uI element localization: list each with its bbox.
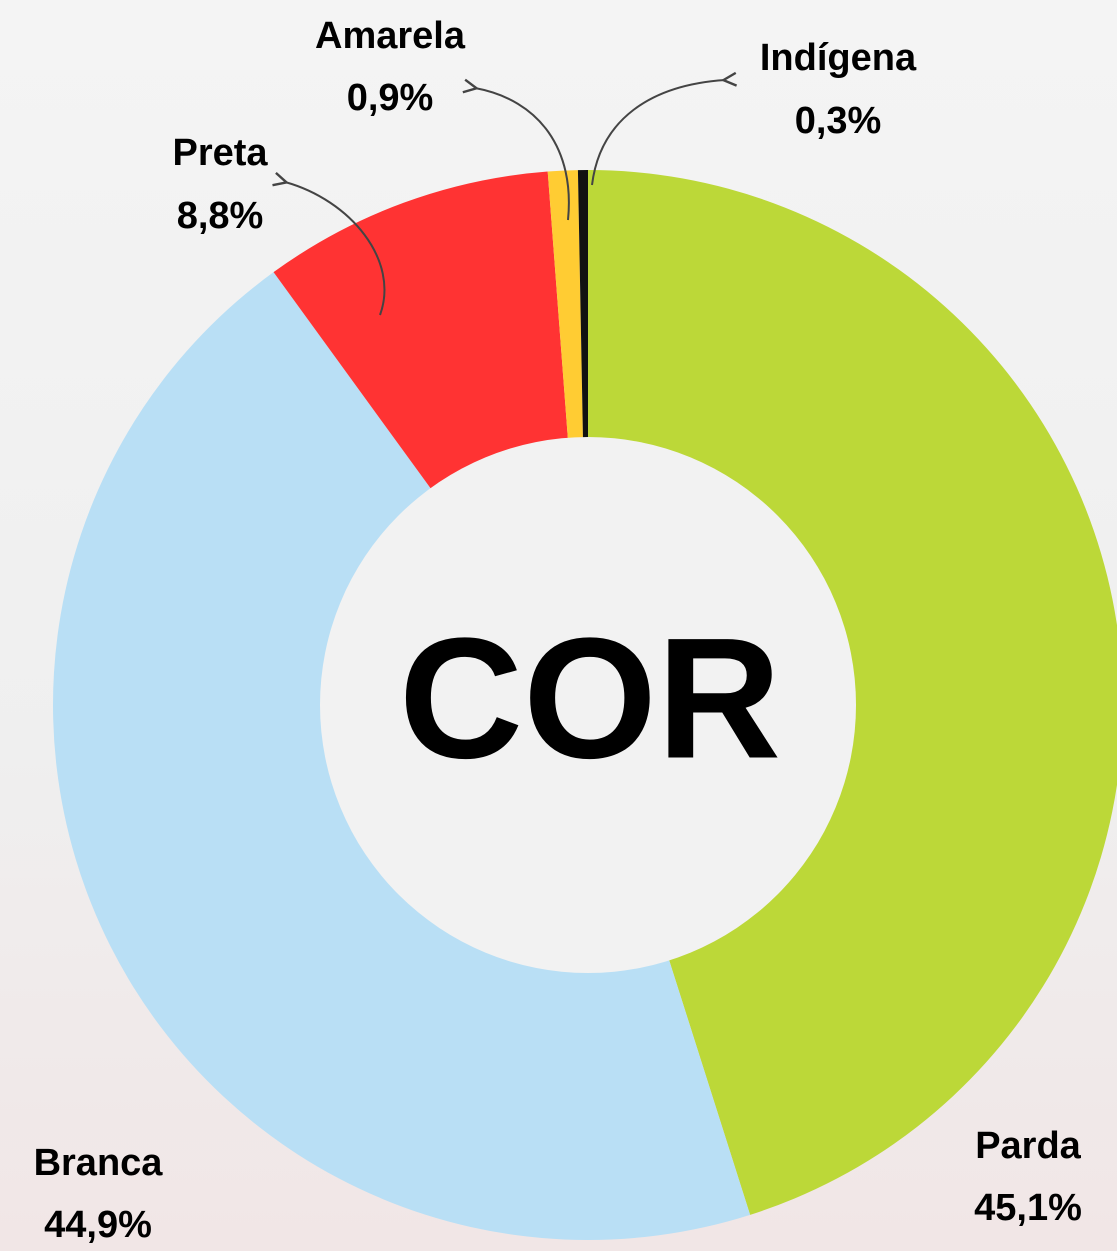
category-label: Amarela — [315, 15, 466, 57]
value-label: 45,1% — [974, 1187, 1082, 1229]
category-label: Parda — [975, 1125, 1081, 1167]
value-label: 0,3% — [795, 100, 882, 142]
value-label: 0,9% — [347, 77, 434, 119]
value-label: 8,8% — [177, 195, 264, 237]
value-label: 44,9% — [44, 1204, 152, 1246]
category-label: Branca — [34, 1142, 164, 1184]
chart: COR Parda 45,1% Branca 44,9% Preta 8,8% Amarel… — [0, 0, 1117, 1251]
center-title: COR — [399, 602, 781, 794]
category-label: Preta — [172, 132, 268, 174]
category-label: Indígena — [760, 37, 917, 79]
